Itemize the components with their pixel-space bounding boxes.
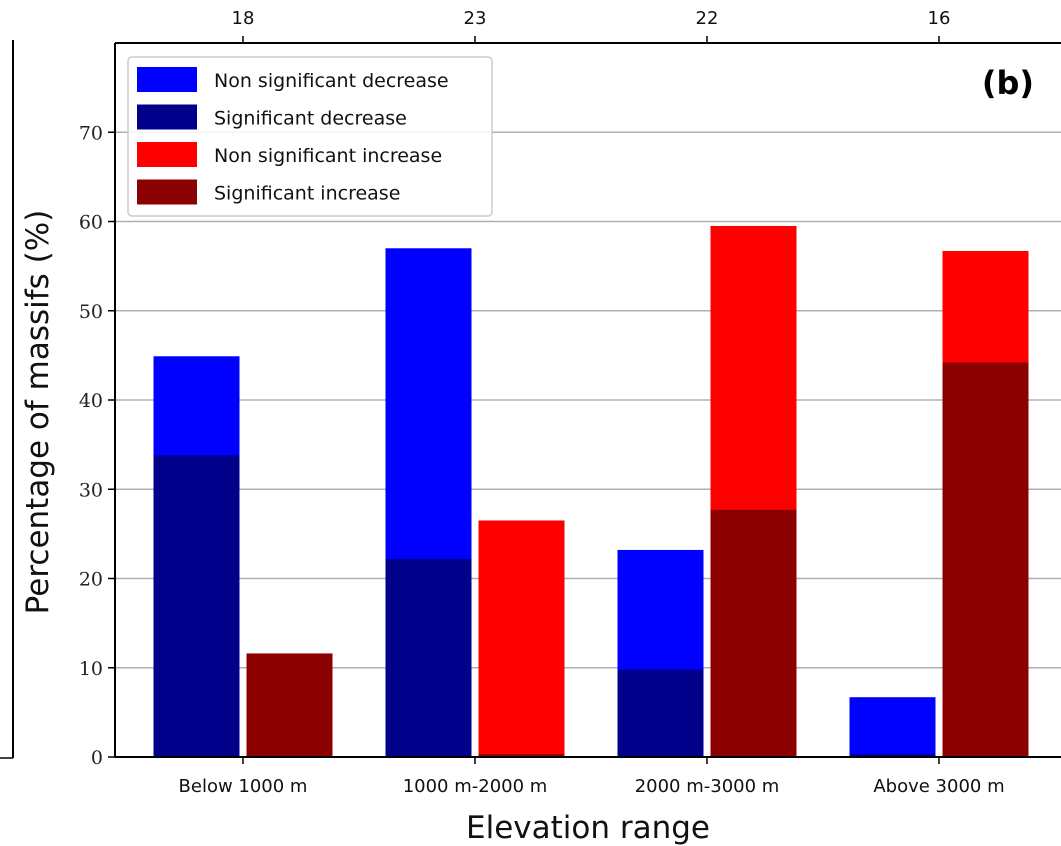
y-tick-label: 0 [91, 747, 103, 769]
x-axis-title: Elevation range [466, 810, 710, 846]
bar-non-significant-decrease [849, 697, 936, 757]
legend-swatch [137, 67, 197, 92]
bar-significant-decrease [849, 754, 936, 757]
y-tick-label: 40 [79, 390, 103, 412]
top-tick-label: 23 [464, 8, 487, 29]
legend-box [127, 56, 493, 217]
bar-significant-increase [246, 653, 333, 757]
legend: Non significant decrease Significant decr… [127, 56, 493, 217]
legend-label: Significant decrease [214, 108, 407, 130]
x-tick-label: 1000 m-2000 m [403, 776, 548, 797]
y-tick-label: 10 [79, 658, 103, 680]
bar-significant-increase [710, 509, 797, 757]
bar-significant-increase [478, 754, 565, 757]
panel-label: (b) [982, 64, 1034, 102]
x-ticks: Below 1000 m 1000 m-2000 m 2000 m-3000 m Ab… [179, 757, 1005, 797]
x-tick-label: 2000 m-3000 m [635, 776, 780, 797]
legend-label: Non significant decrease [214, 70, 449, 92]
bar-significant-increase [942, 362, 1029, 757]
top-tick-label: 16 [928, 8, 951, 29]
bar-significant-decrease [617, 669, 704, 757]
y-tick-label: 30 [79, 479, 103, 501]
bar-significant-decrease [153, 455, 240, 757]
y-tick-label: 20 [79, 569, 103, 591]
y-tick-label: 70 [79, 122, 103, 144]
legend-swatch [137, 142, 197, 167]
legend-label: Significant increase [214, 183, 400, 205]
top-ticks: 18 23 22 16 [232, 8, 951, 43]
legend-swatch [137, 104, 197, 130]
x-tick-label: Below 1000 m [179, 776, 308, 797]
y-axis-title: Percentage of massifs (%) [20, 210, 56, 615]
top-tick-label: 22 [696, 8, 719, 29]
top-tick-label: 18 [232, 8, 255, 29]
y-tick-label: 60 [79, 212, 103, 234]
bar-non-significant-increase [478, 520, 565, 757]
legend-swatch [137, 179, 197, 205]
x-tick-label: Above 3000 m [873, 776, 1004, 797]
bars-group [153, 225, 1029, 757]
y-tick-label: 50 [79, 301, 103, 323]
y-ticks: 0 10 20 30 40 50 60 70 [79, 122, 115, 769]
legend-label: Non significant increase [214, 145, 442, 167]
bar-significant-decrease [385, 558, 472, 757]
